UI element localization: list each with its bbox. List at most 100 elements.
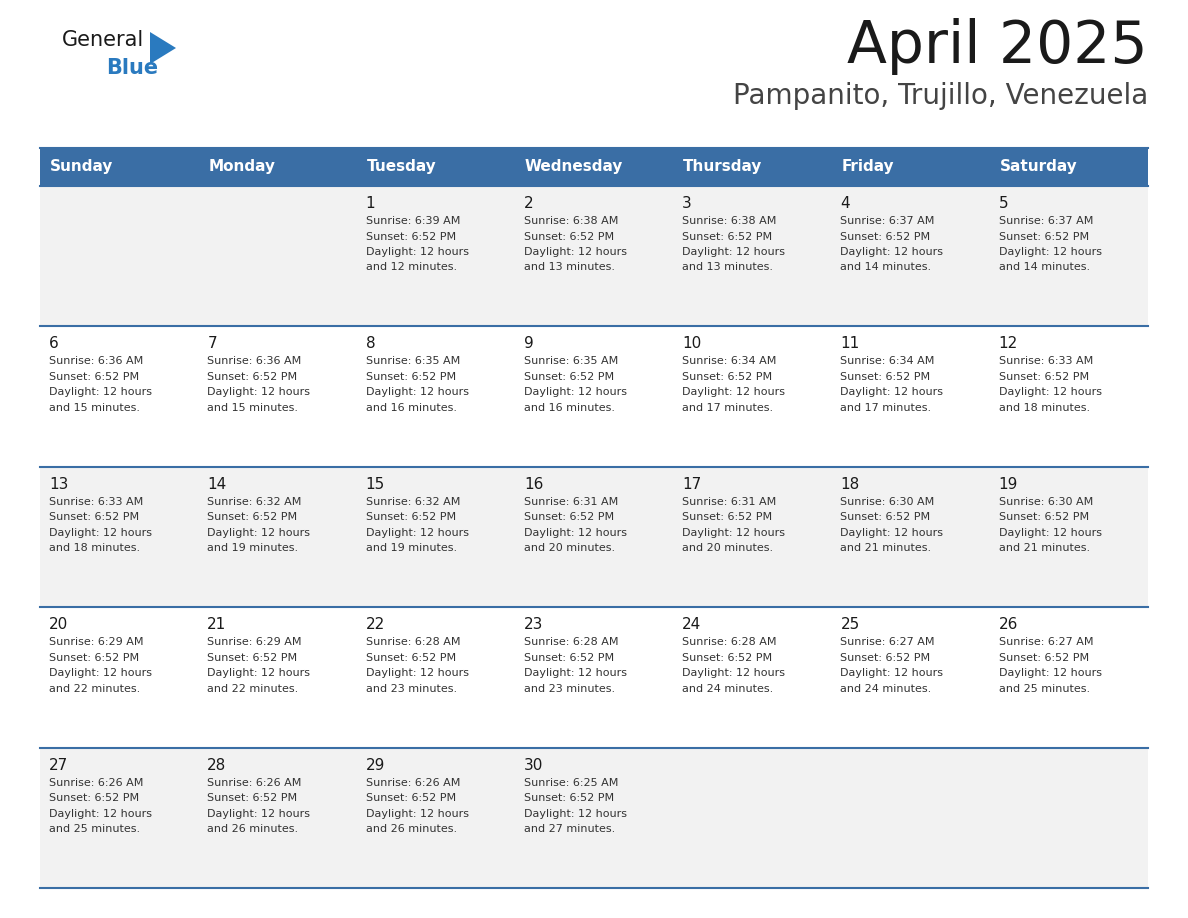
Text: and 22 minutes.: and 22 minutes. <box>49 684 140 694</box>
Text: Friday: Friday <box>841 160 895 174</box>
Text: Daylight: 12 hours: Daylight: 12 hours <box>207 668 310 678</box>
Text: Sunrise: 6:27 AM: Sunrise: 6:27 AM <box>999 637 1093 647</box>
Text: 28: 28 <box>207 757 227 773</box>
Text: and 15 minutes.: and 15 minutes. <box>49 403 140 413</box>
Text: Sunset: 6:52 PM: Sunset: 6:52 PM <box>524 653 614 663</box>
Text: Sunrise: 6:34 AM: Sunrise: 6:34 AM <box>840 356 935 366</box>
Text: 15: 15 <box>366 476 385 492</box>
Text: Sunset: 6:52 PM: Sunset: 6:52 PM <box>49 512 139 522</box>
Text: and 19 minutes.: and 19 minutes. <box>207 543 298 554</box>
Text: Sunrise: 6:26 AM: Sunrise: 6:26 AM <box>366 778 460 788</box>
Text: and 14 minutes.: and 14 minutes. <box>840 263 931 273</box>
Text: Sunset: 6:52 PM: Sunset: 6:52 PM <box>524 372 614 382</box>
Text: 8: 8 <box>366 336 375 352</box>
Text: and 24 minutes.: and 24 minutes. <box>840 684 931 694</box>
Text: 5: 5 <box>999 196 1009 211</box>
Text: and 25 minutes.: and 25 minutes. <box>999 684 1089 694</box>
Text: Sunset: 6:52 PM: Sunset: 6:52 PM <box>207 372 297 382</box>
Text: and 25 minutes.: and 25 minutes. <box>49 824 140 834</box>
Text: Daylight: 12 hours: Daylight: 12 hours <box>49 668 152 678</box>
Text: Saturday: Saturday <box>1000 160 1078 174</box>
Text: 7: 7 <box>207 336 217 352</box>
Text: Sunset: 6:52 PM: Sunset: 6:52 PM <box>999 372 1089 382</box>
Text: 13: 13 <box>49 476 69 492</box>
Text: 19: 19 <box>999 476 1018 492</box>
Text: Sunrise: 6:35 AM: Sunrise: 6:35 AM <box>366 356 460 366</box>
Text: Blue: Blue <box>106 58 158 78</box>
Text: 26: 26 <box>999 617 1018 633</box>
Bar <box>40 466 1148 607</box>
Text: Sunset: 6:52 PM: Sunset: 6:52 PM <box>524 512 614 522</box>
Text: Sunset: 6:52 PM: Sunset: 6:52 PM <box>366 653 456 663</box>
Text: Sunset: 6:52 PM: Sunset: 6:52 PM <box>682 653 772 663</box>
Text: Sunrise: 6:30 AM: Sunrise: 6:30 AM <box>999 497 1093 507</box>
Bar <box>40 327 1148 466</box>
Text: and 26 minutes.: and 26 minutes. <box>207 824 298 834</box>
Text: Daylight: 12 hours: Daylight: 12 hours <box>999 668 1101 678</box>
Bar <box>40 747 1148 888</box>
Text: Daylight: 12 hours: Daylight: 12 hours <box>207 528 310 538</box>
Text: Daylight: 12 hours: Daylight: 12 hours <box>840 387 943 397</box>
Text: Sunrise: 6:30 AM: Sunrise: 6:30 AM <box>840 497 935 507</box>
Text: Pampanito, Trujillo, Venezuela: Pampanito, Trujillo, Venezuela <box>733 82 1148 110</box>
Text: Daylight: 12 hours: Daylight: 12 hours <box>682 247 785 257</box>
Text: and 18 minutes.: and 18 minutes. <box>999 403 1089 413</box>
Text: April 2025: April 2025 <box>847 18 1148 75</box>
Text: Sunset: 6:52 PM: Sunset: 6:52 PM <box>366 512 456 522</box>
Text: Daylight: 12 hours: Daylight: 12 hours <box>999 247 1101 257</box>
Text: Daylight: 12 hours: Daylight: 12 hours <box>840 528 943 538</box>
Text: Daylight: 12 hours: Daylight: 12 hours <box>524 247 627 257</box>
Text: and 21 minutes.: and 21 minutes. <box>840 543 931 554</box>
Text: and 13 minutes.: and 13 minutes. <box>524 263 615 273</box>
Bar <box>40 186 1148 327</box>
Text: Sunset: 6:52 PM: Sunset: 6:52 PM <box>999 231 1089 241</box>
Text: and 21 minutes.: and 21 minutes. <box>999 543 1089 554</box>
Text: Daylight: 12 hours: Daylight: 12 hours <box>49 809 152 819</box>
Text: Sunrise: 6:28 AM: Sunrise: 6:28 AM <box>682 637 777 647</box>
Text: 4: 4 <box>840 196 851 211</box>
Text: Daylight: 12 hours: Daylight: 12 hours <box>840 247 943 257</box>
Text: and 17 minutes.: and 17 minutes. <box>840 403 931 413</box>
Text: 1: 1 <box>366 196 375 211</box>
Text: Sunrise: 6:35 AM: Sunrise: 6:35 AM <box>524 356 618 366</box>
Text: Sunrise: 6:34 AM: Sunrise: 6:34 AM <box>682 356 777 366</box>
Text: and 20 minutes.: and 20 minutes. <box>682 543 773 554</box>
Text: Sunset: 6:52 PM: Sunset: 6:52 PM <box>840 231 930 241</box>
Text: Daylight: 12 hours: Daylight: 12 hours <box>999 387 1101 397</box>
Text: 11: 11 <box>840 336 860 352</box>
Text: Sunset: 6:52 PM: Sunset: 6:52 PM <box>840 653 930 663</box>
Text: Daylight: 12 hours: Daylight: 12 hours <box>682 387 785 397</box>
Text: 21: 21 <box>207 617 227 633</box>
Text: Sunrise: 6:28 AM: Sunrise: 6:28 AM <box>524 637 619 647</box>
Text: Daylight: 12 hours: Daylight: 12 hours <box>207 387 310 397</box>
Text: 9: 9 <box>524 336 533 352</box>
Text: Sunday: Sunday <box>50 160 113 174</box>
Text: Sunrise: 6:38 AM: Sunrise: 6:38 AM <box>682 216 777 226</box>
Text: Sunrise: 6:25 AM: Sunrise: 6:25 AM <box>524 778 618 788</box>
Text: Daylight: 12 hours: Daylight: 12 hours <box>999 528 1101 538</box>
Text: Tuesday: Tuesday <box>367 160 436 174</box>
Text: Sunrise: 6:26 AM: Sunrise: 6:26 AM <box>49 778 144 788</box>
Text: Sunrise: 6:29 AM: Sunrise: 6:29 AM <box>207 637 302 647</box>
Text: Sunrise: 6:39 AM: Sunrise: 6:39 AM <box>366 216 460 226</box>
Text: Sunrise: 6:33 AM: Sunrise: 6:33 AM <box>999 356 1093 366</box>
Text: Sunset: 6:52 PM: Sunset: 6:52 PM <box>682 372 772 382</box>
Text: Daylight: 12 hours: Daylight: 12 hours <box>524 528 627 538</box>
Text: Sunset: 6:52 PM: Sunset: 6:52 PM <box>682 231 772 241</box>
Text: Sunset: 6:52 PM: Sunset: 6:52 PM <box>366 372 456 382</box>
Text: 20: 20 <box>49 617 68 633</box>
Text: Daylight: 12 hours: Daylight: 12 hours <box>840 668 943 678</box>
Text: and 26 minutes.: and 26 minutes. <box>366 824 456 834</box>
Text: General: General <box>62 30 144 50</box>
Text: Sunrise: 6:37 AM: Sunrise: 6:37 AM <box>999 216 1093 226</box>
Text: 3: 3 <box>682 196 691 211</box>
Text: 29: 29 <box>366 757 385 773</box>
Polygon shape <box>150 32 176 64</box>
Text: 16: 16 <box>524 476 543 492</box>
Text: and 15 minutes.: and 15 minutes. <box>207 403 298 413</box>
Text: Daylight: 12 hours: Daylight: 12 hours <box>49 528 152 538</box>
Text: Daylight: 12 hours: Daylight: 12 hours <box>366 668 468 678</box>
Text: Daylight: 12 hours: Daylight: 12 hours <box>682 528 785 538</box>
Text: Thursday: Thursday <box>683 160 763 174</box>
Text: and 19 minutes.: and 19 minutes. <box>366 543 456 554</box>
